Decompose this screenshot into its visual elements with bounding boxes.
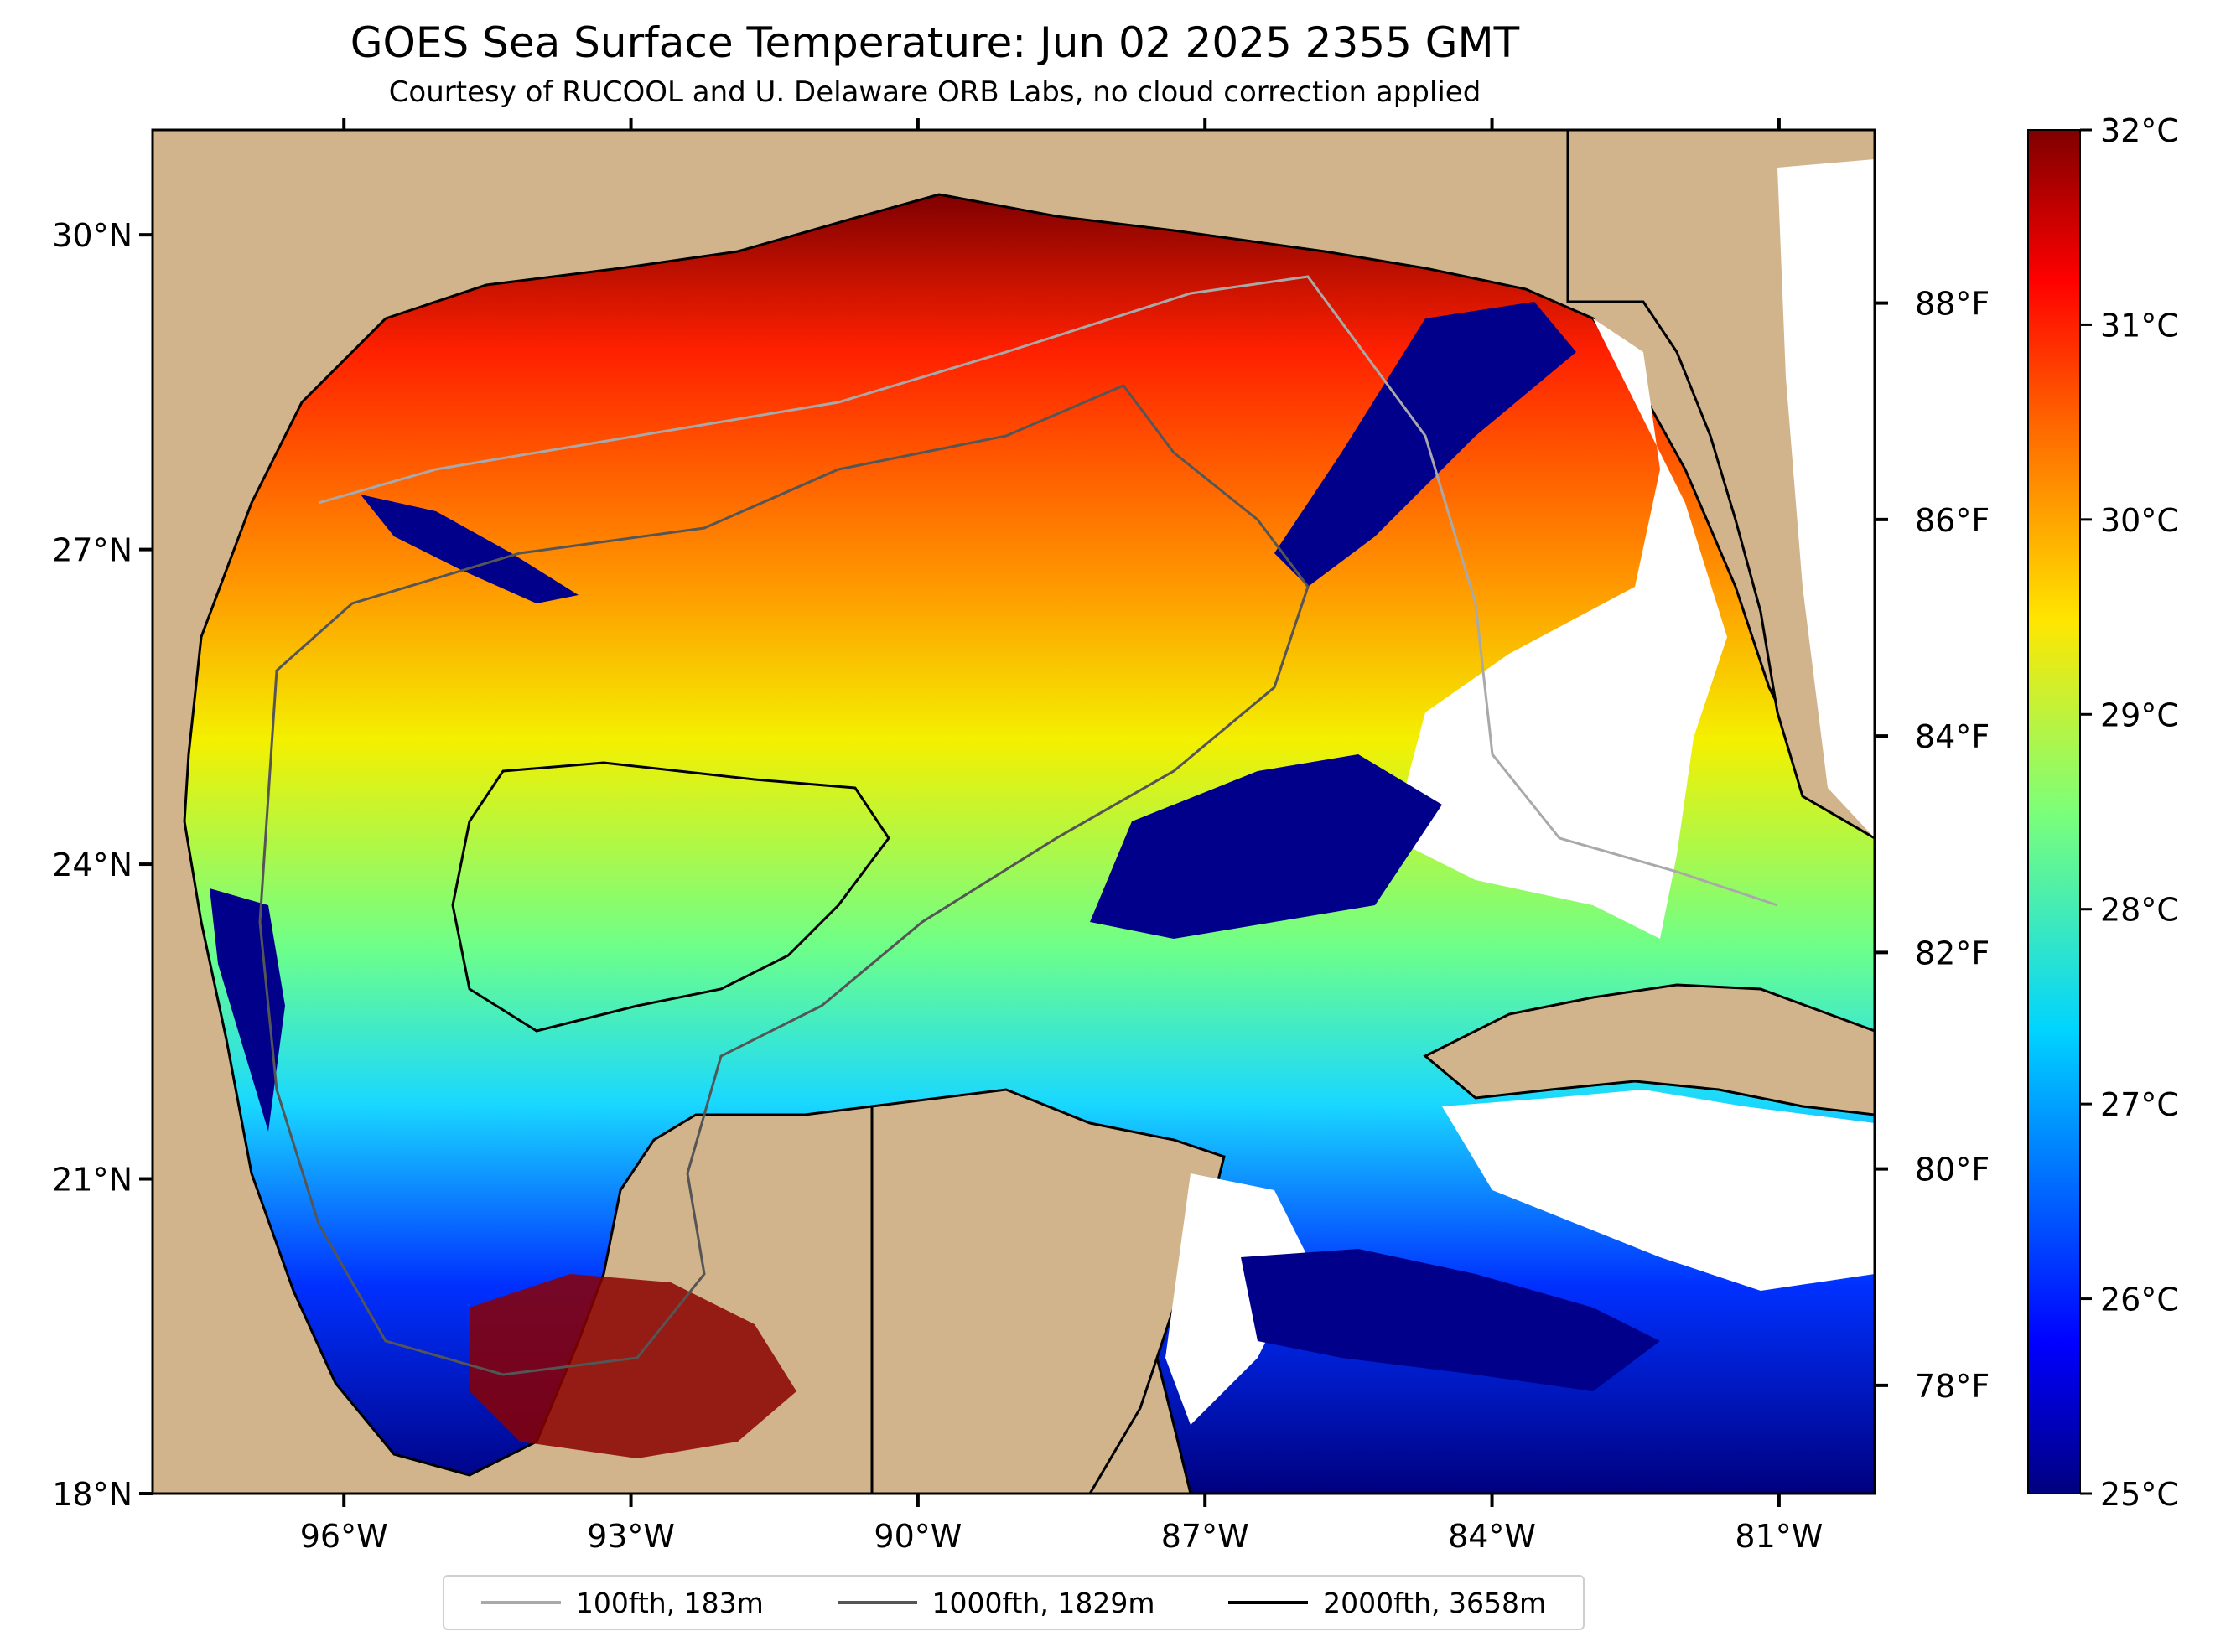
- colorbar-tick-label: 25°C: [2100, 1476, 2179, 1513]
- legend-line-swatch: [480, 1601, 561, 1604]
- lon-tick-label: 87°W: [1161, 1518, 1249, 1555]
- contour-1000fth: [258, 384, 1310, 1376]
- colorbar-tick-label: 31°C: [2100, 307, 2179, 344]
- cold-patch-yucatan: [1241, 1249, 1660, 1391]
- fahrenheit-tick-label: 88°F: [1915, 286, 1990, 323]
- fahrenheit-tick-label: 82°F: [1915, 935, 1990, 971]
- cloud-region-south: [1442, 1090, 1875, 1291]
- legend-label: 100fth, 183m: [575, 1586, 764, 1619]
- lat-tick-label: 18°N: [52, 1476, 132, 1513]
- lon-tick-label: 90°W: [874, 1518, 962, 1555]
- lat-tick-label: 27°N: [52, 532, 132, 569]
- lat-tick-label: 30°N: [52, 217, 132, 254]
- legend-item: 100fth, 183m: [480, 1586, 764, 1619]
- bathymetry-legend: 100fth, 183m 1000fth, 1829m 2000fth, 3658m: [443, 1575, 1585, 1630]
- colorbar-ticks: 32°C 31°C 30°C 29°C 28°C 27°C 26°C 25°C: [2080, 112, 2179, 1513]
- fahrenheit-tick-label: 86°F: [1915, 502, 1990, 539]
- lon-tick-label: 84°W: [1448, 1518, 1536, 1555]
- colorbar-tick-label: 27°C: [2100, 1086, 2179, 1123]
- cold-patch-west: [210, 888, 285, 1132]
- chart-subtitle: Courtesy of RUCOOL and U. Delaware ORB L…: [388, 75, 1481, 109]
- cold-patch-northwest: [361, 495, 579, 603]
- chart-title: GOES Sea Surface Temperature: Jun 02 202…: [350, 18, 1520, 67]
- cuba-land: [1423, 983, 1875, 1116]
- fahrenheit-tick-label: 80°F: [1915, 1152, 1990, 1189]
- colorbar-tick-label: 26°C: [2100, 1282, 2179, 1318]
- legend-item: 2000fth, 3658m: [1228, 1587, 1546, 1619]
- fahrenheit-tick-label: 78°F: [1915, 1368, 1990, 1405]
- lon-tick-label: 96°W: [300, 1518, 388, 1555]
- cloud-region: [1392, 318, 1727, 939]
- cold-patch-central: [1090, 754, 1442, 939]
- colorbar: [2027, 129, 2081, 1494]
- lon-tick-label: 93°W: [587, 1518, 675, 1555]
- lon-tick-label: 81°W: [1735, 1518, 1823, 1555]
- lat-tick-label: 21°N: [52, 1162, 132, 1199]
- colorbar-tick-label: 28°C: [2100, 892, 2179, 929]
- legend-item: 1000fth, 1829m: [837, 1586, 1155, 1619]
- legend-label: 2000fth, 3658m: [1323, 1586, 1547, 1619]
- colorbar-tick-label: 32°C: [2100, 112, 2179, 149]
- legend-line-swatch: [837, 1601, 917, 1604]
- colorbar-tick-label: 29°C: [2100, 697, 2179, 733]
- warm-core-bay-of-campeche: [470, 1274, 796, 1458]
- legend-label: 1000fth, 1829m: [931, 1586, 1155, 1619]
- contour-2000fth: [451, 761, 890, 1033]
- cold-patch-east: [1274, 302, 1576, 587]
- legend-line-swatch: [1228, 1601, 1309, 1604]
- colorbar-tick-label: 30°C: [2100, 502, 2179, 539]
- contour-100fth: [318, 275, 1778, 907]
- fahrenheit-tick-label: 84°F: [1915, 718, 1990, 755]
- cloud-region-florida-east: [1777, 159, 1875, 838]
- cloud-region-channel: [1165, 1173, 1308, 1425]
- map-axes: 30°N 27°N 24°N 21°N 18°N 96°W 93°W 90°W 87°W 84°W…: [52, 118, 1990, 1555]
- lat-tick-label: 24°N: [52, 847, 132, 883]
